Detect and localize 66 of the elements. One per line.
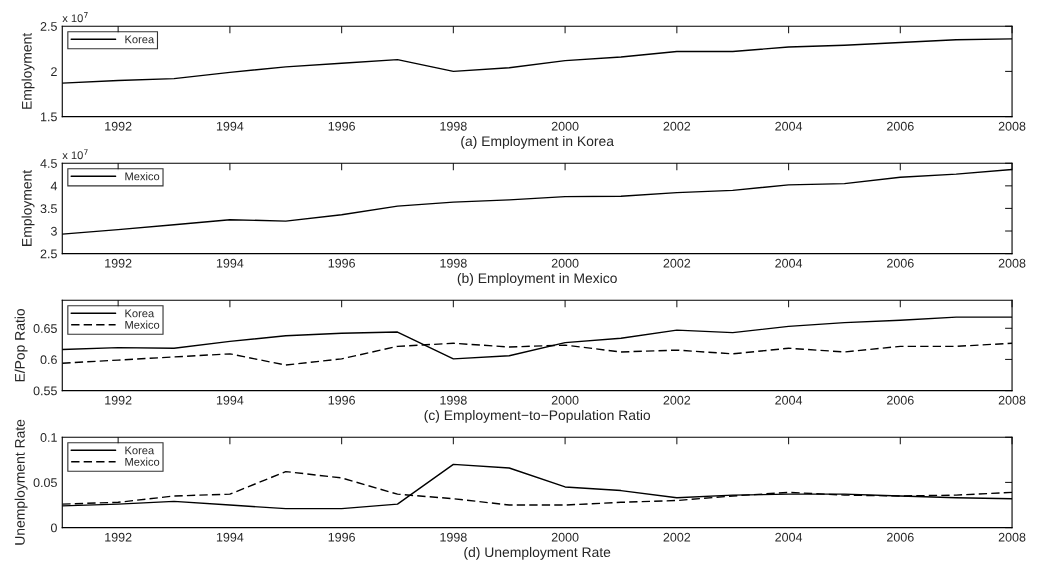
x-tick-label: 1998 (440, 395, 467, 405)
x-tick-label: 1996 (328, 532, 355, 542)
x-tick-label: 2000 (551, 395, 579, 405)
x-tick-label: 1996 (328, 121, 355, 131)
x-tick-label: 2006 (887, 395, 914, 405)
y-tick-label: 2.5 (40, 22, 57, 31)
text: x 10$^{7}$ (62, 149, 88, 160)
legend-label: Mexico (125, 457, 160, 466)
x-tick-label: 2008 (998, 258, 1026, 268)
y-axis-title: Unemployment Rate (14, 419, 28, 545)
y-tick-label: 3 (50, 226, 57, 236)
x-tick-label: 2000 (551, 121, 579, 131)
x-axis-title: (d) Unemployment Rate (464, 546, 611, 560)
x-tick-label: 2004 (775, 395, 803, 405)
x-tick-label: 1996 (328, 258, 355, 268)
x-axis-title: (b) Employment in Mexico (457, 272, 617, 286)
x-tick-label: 2002 (663, 121, 691, 131)
x-tick-label: 2006 (887, 532, 914, 542)
x-tick-label: 2002 (663, 258, 691, 268)
y-tick-label: 2.5 (40, 249, 57, 259)
y-tick-label: 4.5 (40, 159, 57, 168)
x-tick-label: 1992 (105, 121, 132, 131)
x-tick-label: 1994 (216, 121, 244, 131)
y-tick-label: 0.6 (40, 355, 57, 365)
x-tick-label: 1992 (105, 258, 132, 268)
x-tick-label: 2004 (775, 258, 803, 268)
x-tick-label: 1998 (440, 532, 467, 542)
x-tick-label: 1992 (105, 532, 132, 542)
x-tick-label: 1992 (105, 395, 132, 405)
y-axis-title: E/Pop Ratio (14, 308, 28, 382)
x-tick-label: 1994 (216, 395, 244, 405)
y-axis-title: Employment (21, 32, 35, 109)
x-tick-label: 2004 (775, 121, 803, 131)
x-tick-label: 2008 (998, 532, 1026, 542)
y-tick-label: 4 (50, 181, 58, 191)
x-tick-label: 2000 (551, 532, 579, 542)
legend-label: Korea (125, 309, 155, 318)
x-tick-label: 1996 (328, 395, 355, 405)
x-tick-label: 1994 (216, 532, 244, 542)
y-tick-label: 1.5 (41, 112, 57, 122)
x-tick-label: 2006 (887, 121, 914, 131)
y-tick-label: 0.1 (40, 433, 57, 442)
x-tick-label: 2004 (775, 532, 803, 542)
y-axis-title: Employment (21, 169, 35, 246)
legend-label: Mexico (125, 320, 160, 329)
y-tick-label: 3.5 (40, 204, 57, 214)
x-axis-title: (c) Employment−to−Population Ratio (424, 409, 651, 423)
legend-label: Korea (125, 446, 155, 455)
y-tick-label: 2 (51, 67, 57, 76)
y-tick-label: 0.05 (33, 478, 57, 488)
x-tick-label: 2008 (998, 395, 1026, 405)
x-tick-label: 2006 (887, 258, 914, 268)
x-tick-label: 2002 (663, 532, 691, 542)
x-tick-label: 2008 (998, 121, 1026, 131)
x-tick-label: 2000 (551, 258, 579, 268)
legend-label: Mexico (125, 172, 160, 181)
x-tick-label: 1998 (440, 121, 467, 131)
text: x 10$^{7}$ (62, 12, 88, 23)
y-tick-label: 0.55 (33, 386, 57, 396)
x-tick-label: 1994 (216, 258, 244, 268)
legend-label: Korea (125, 35, 155, 44)
y-tick-label: 0 (50, 523, 57, 533)
x-axis-title: (a) Employment in Korea (461, 135, 614, 149)
x-tick-label: 2002 (663, 395, 691, 405)
x-tick-label: 1998 (440, 258, 467, 268)
y-tick-label: 0.65 (33, 324, 57, 333)
